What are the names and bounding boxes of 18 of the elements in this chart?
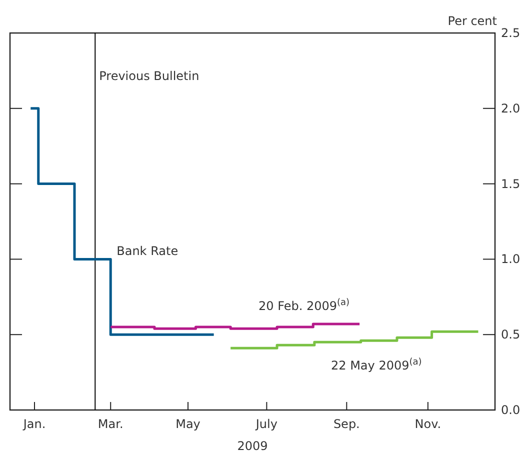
x-tick-label: Sep. bbox=[333, 417, 360, 431]
x-axis-title: 2009 bbox=[237, 439, 268, 453]
y-axis-title: Per cent bbox=[448, 14, 498, 28]
series-label: 20 Feb. 2009$^{(a)}$ bbox=[258, 298, 350, 314]
x-tick-label: May bbox=[176, 417, 200, 431]
y-tick-label: 2.0 bbox=[501, 101, 520, 116]
x-tick-label: Jan. bbox=[22, 417, 46, 431]
x-tick-label: Mar. bbox=[98, 417, 124, 431]
y-tick-label: 0.0 bbox=[501, 403, 520, 417]
y-tick-label: 0.5 bbox=[501, 328, 520, 342]
y-tick-label: 1.0 bbox=[501, 252, 520, 266]
y-tick-label: 1.5 bbox=[501, 176, 520, 191]
x-tick-label: Nov. bbox=[414, 417, 442, 431]
x-tick-label: July bbox=[254, 417, 278, 431]
series-label: Bank Rate bbox=[116, 244, 178, 258]
series-label: 22 May 2009$^{(a)}$ bbox=[331, 358, 422, 373]
y-tick-label: 2.5 bbox=[501, 26, 520, 40]
ref-line-label: Previous Bulletin bbox=[99, 69, 200, 83]
